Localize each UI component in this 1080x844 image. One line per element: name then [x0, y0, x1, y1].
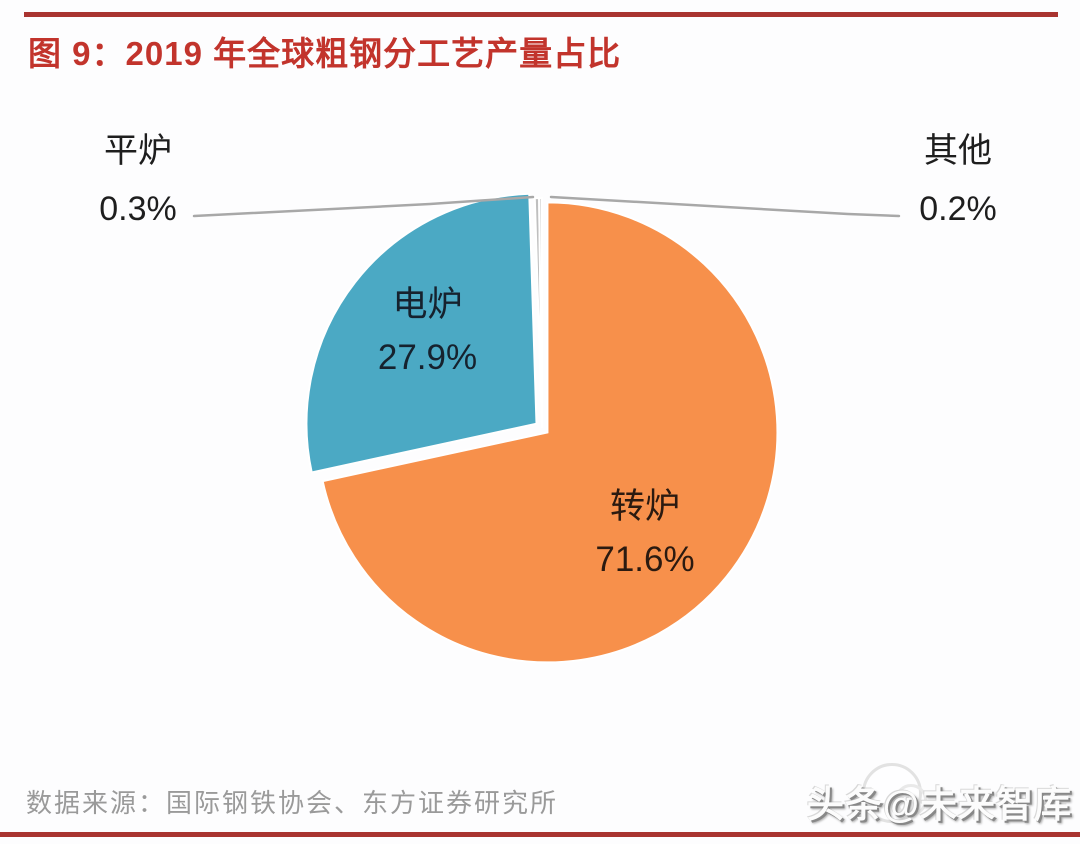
- pie-slices-group: [305, 192, 779, 664]
- slice-label-dianlu: 电炉 27.9%: [345, 278, 510, 384]
- leader-line-qita: [549, 195, 901, 218]
- slice-label-dianlu-value: 27.9%: [377, 338, 478, 377]
- figure-title: 图 9：2019 年全球粗钢分工艺产量占比: [28, 35, 622, 72]
- slice-label-zhuanlu: 转炉 71.6%: [560, 480, 730, 586]
- pie-slice-转炉: [321, 201, 779, 664]
- leader-line-pinglu: [192, 195, 535, 218]
- callout-pinglu: 平炉 0.3%: [58, 122, 218, 238]
- callout-qita-label: 其他: [924, 132, 992, 170]
- pie-slice-其他: [538, 196, 543, 429]
- slice-label-dianlu-name: 电炉: [392, 285, 463, 324]
- callout-qita-value: 0.2%: [919, 190, 997, 228]
- callout-pinglu-label: 平炉: [104, 132, 172, 170]
- data-source: 数据来源：国际钢铁协会、东方证券研究所: [26, 788, 559, 818]
- callout-qita: 其他 0.2%: [878, 122, 1038, 238]
- bottom-rule: [0, 832, 1080, 837]
- watermark-logo-circle: [862, 763, 927, 823]
- slice-label-zhuanlu-value: 71.6%: [595, 540, 695, 579]
- slice-label-zhuanlu-name: 转炉: [609, 487, 680, 526]
- title-top-rule: [24, 12, 1058, 17]
- watermark: 头条@未来智库: [806, 784, 1072, 825]
- callout-pinglu-value: 0.3%: [99, 190, 177, 228]
